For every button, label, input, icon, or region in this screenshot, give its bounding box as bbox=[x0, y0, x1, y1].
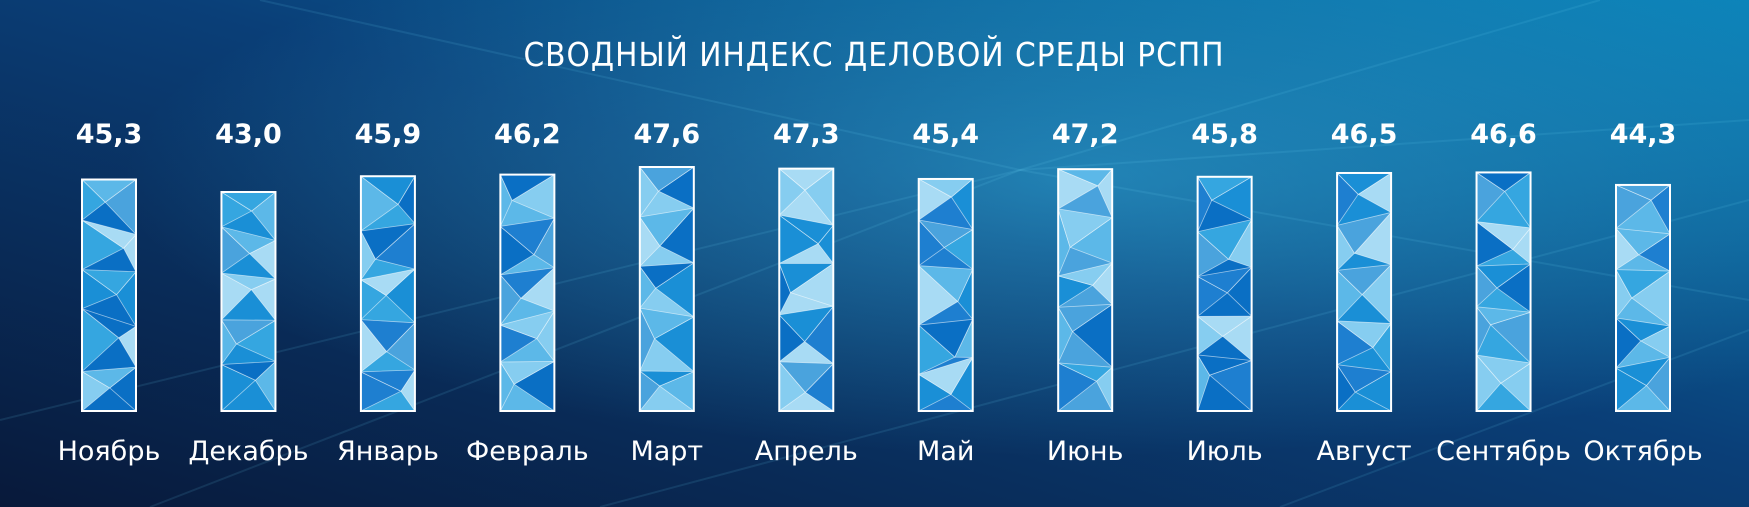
data-label: 43,0 bbox=[215, 119, 282, 150]
category-label: Июнь bbox=[1047, 436, 1124, 467]
category-label: Ноябрь bbox=[58, 436, 161, 467]
bar-2: 43,0 Декабрь bbox=[188, 119, 308, 467]
chart-title: СВОДНЫЙ ИНДЕКС ДЕЛОВОЙ СРЕДЫ РСПП bbox=[523, 34, 1224, 74]
bar-outline bbox=[220, 191, 277, 412]
bar-outline bbox=[1336, 171, 1393, 412]
bar-facets bbox=[918, 178, 973, 411]
bar-outline bbox=[638, 166, 695, 412]
category-label: Сентябрь bbox=[1436, 436, 1571, 467]
bar-outline bbox=[359, 175, 416, 412]
bar-5: 47,6 Март bbox=[630, 119, 703, 467]
bar-outline bbox=[778, 167, 835, 412]
bar-9: 45,8 Июль bbox=[1187, 119, 1263, 467]
data-label: 47,3 bbox=[773, 119, 840, 150]
category-label: Февраль bbox=[466, 436, 589, 467]
data-label: 45,4 bbox=[912, 119, 979, 150]
bar-10: 46,5 Август bbox=[1317, 119, 1412, 467]
category-label: Июль bbox=[1187, 436, 1263, 467]
category-label: Апрель bbox=[755, 436, 858, 467]
data-label: 45,9 bbox=[355, 119, 422, 150]
data-label: 47,2 bbox=[1052, 119, 1119, 150]
bar-6: 47,3 Апрель bbox=[755, 119, 858, 467]
bar-facets bbox=[1476, 172, 1531, 411]
bar-facets bbox=[500, 174, 555, 411]
bar-facets bbox=[221, 192, 276, 411]
bar-facets bbox=[1058, 169, 1113, 411]
category-label: Август bbox=[1317, 436, 1412, 467]
bar-facets bbox=[779, 168, 834, 411]
bar-1: 45,3 Ноябрь bbox=[58, 119, 161, 467]
bar-7: 45,4 Май bbox=[912, 119, 979, 467]
bar-outline bbox=[1196, 175, 1253, 412]
bar-4: 46,2 Февраль bbox=[466, 119, 589, 467]
data-label: 46,6 bbox=[1470, 119, 1537, 150]
data-label: 45,8 bbox=[1191, 119, 1258, 150]
background-line bbox=[1019, 0, 1601, 171]
bar-facets bbox=[360, 176, 415, 411]
data-label: 45,3 bbox=[76, 119, 143, 150]
bar-11: 46,6 Сентябрь bbox=[1436, 119, 1571, 467]
bar-outline bbox=[1615, 183, 1671, 412]
category-label: Май bbox=[917, 436, 974, 467]
bar-outline bbox=[81, 178, 137, 412]
data-label: 44,3 bbox=[1610, 119, 1677, 150]
bar-12: 44,3 Октябрь bbox=[1583, 119, 1702, 467]
category-label: Декабрь bbox=[188, 436, 308, 467]
background-line bbox=[599, 199, 1749, 507]
category-label: Март bbox=[630, 436, 703, 467]
bar-outline bbox=[499, 173, 556, 412]
category-label: Октябрь bbox=[1583, 436, 1702, 467]
bar-facets bbox=[82, 179, 136, 411]
bar-outline bbox=[1475, 171, 1532, 412]
bar-facets bbox=[1616, 184, 1670, 411]
category-label: Январь bbox=[337, 436, 439, 467]
bar-outline bbox=[1057, 168, 1114, 412]
background-line bbox=[149, 169, 1021, 507]
data-label: 47,6 bbox=[634, 119, 701, 150]
bar-8: 47,2 Июнь bbox=[1047, 119, 1124, 467]
data-label: 46,2 bbox=[494, 119, 561, 150]
background-line bbox=[259, 0, 1021, 171]
bar-facets bbox=[1197, 176, 1252, 411]
bars-group: 45,3 Ноябрь 43,0 Декабрь 45,9 Январь 46,2 Февра… bbox=[58, 119, 1703, 467]
data-label: 46,5 bbox=[1331, 119, 1398, 150]
bar-facets bbox=[639, 167, 694, 411]
bar-3: 45,9 Январь bbox=[337, 119, 439, 467]
bar-facets bbox=[1337, 172, 1392, 411]
bar-outline bbox=[917, 177, 974, 412]
background-line bbox=[1019, 119, 1749, 171]
